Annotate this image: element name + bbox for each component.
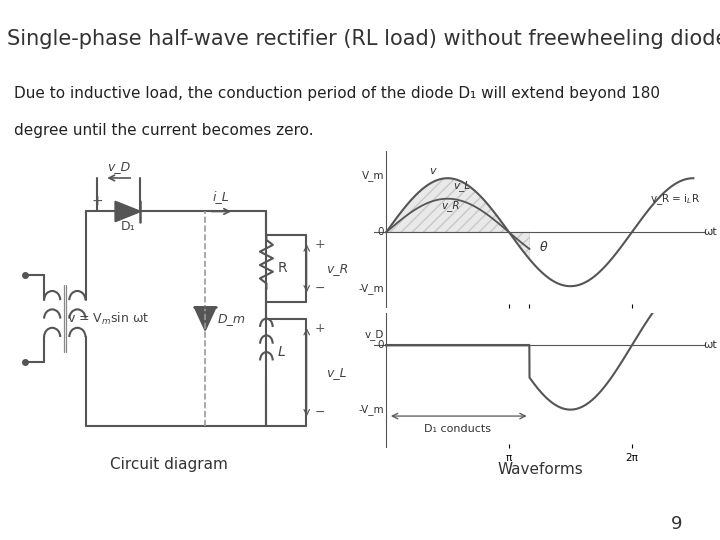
Text: v_R: v_R [441, 200, 460, 211]
Text: +: + [91, 194, 103, 208]
Text: R: R [277, 261, 287, 275]
Text: D_m: D_m [217, 312, 246, 325]
Text: −: − [315, 406, 325, 419]
Text: 0: 0 [378, 340, 384, 350]
Text: i_L: i_L [213, 190, 230, 202]
Text: degree until the current becomes zero.: degree until the current becomes zero. [14, 123, 314, 138]
Text: -V_m: -V_m [359, 404, 384, 415]
Text: θ: θ [539, 241, 547, 254]
Text: −: − [315, 282, 325, 295]
Text: ωt: ωt [703, 227, 717, 237]
Text: v_R = i$_L$R: v_R = i$_L$R [650, 193, 701, 207]
Text: D₁: D₁ [120, 220, 135, 233]
Text: 0: 0 [378, 227, 384, 237]
Text: +: + [315, 322, 325, 335]
Text: -V_m: -V_m [359, 284, 384, 294]
Text: v_R: v_R [325, 262, 348, 275]
Text: v = V$_m$sin ωt: v = V$_m$sin ωt [67, 310, 149, 327]
Text: L: L [277, 345, 285, 359]
Text: v_D: v_D [107, 160, 130, 173]
Text: Waveforms: Waveforms [497, 462, 583, 477]
Polygon shape [115, 201, 140, 221]
Text: V_m: V_m [361, 170, 384, 181]
Text: +: + [315, 238, 325, 251]
Text: v_D: v_D [365, 329, 384, 340]
Polygon shape [194, 307, 216, 330]
Text: 9: 9 [671, 515, 683, 533]
Text: v_L: v_L [325, 366, 346, 379]
Text: Due to inductive load, the conduction period of the diode D₁ will extend beyond : Due to inductive load, the conduction pe… [14, 86, 660, 102]
Text: v: v [429, 166, 436, 176]
Text: v_L: v_L [454, 180, 471, 191]
Text: Single-phase half-wave rectifier (RL load) without freewheeling diode: Single-phase half-wave rectifier (RL loa… [7, 29, 720, 49]
Text: Circuit diagram: Circuit diagram [110, 457, 228, 472]
Text: ωt: ωt [703, 340, 717, 350]
Text: D₁ conducts: D₁ conducts [424, 424, 491, 434]
